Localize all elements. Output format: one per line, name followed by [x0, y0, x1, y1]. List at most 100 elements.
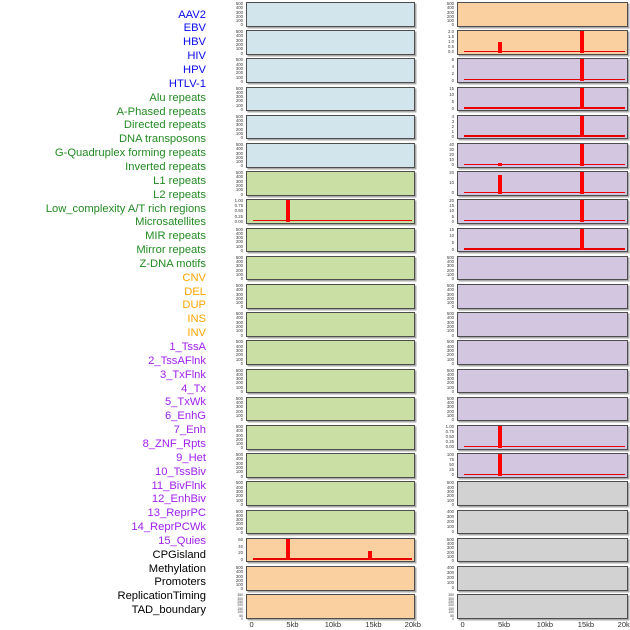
panel-directed-repeats: [245, 227, 415, 253]
x-tick-label: 20kb: [404, 620, 421, 629]
y-axis-ticks-cnv: 60 40 20 0: [206, 537, 243, 563]
y-tick-label: 300: [235, 37, 243, 43]
y-axis-ticks-replicationtiming: 400 300 200 100 0: [417, 565, 454, 591]
y-tick-label: 10: [449, 157, 454, 163]
y-axis-ticks-14-reprpcwk: 1.00 0.75 0.50 0.25 0.00: [417, 424, 454, 450]
panel-alu-repeats: [245, 171, 415, 196]
y-tick-label: 100: [235, 328, 243, 334]
signal-spike: [580, 115, 585, 138]
y-tick-label: 400: [235, 5, 243, 11]
y-tick-label: 300: [235, 376, 243, 382]
y-tick-label: 100: [235, 46, 243, 52]
signal-spike: [286, 200, 291, 222]
y-tick-label: 400: [235, 287, 243, 293]
y-tick-label: 200: [446, 324, 454, 330]
feature-label-2-tssaflnk: 2_TssAFlnk: [148, 354, 206, 367]
x-tick-label: 5kb: [497, 620, 511, 629]
y-tick-label: 100: [235, 582, 243, 588]
y-tick-label: 500: [446, 311, 454, 317]
feature-label-cnv: CNV: [182, 271, 206, 284]
y-tick-label: 100: [446, 497, 454, 503]
y-tick-label: 300: [446, 513, 454, 519]
signal-spike: [580, 172, 585, 194]
y-axis-ticks-15-quies: 100 75 50 25 0: [417, 452, 454, 478]
signal-spike: [580, 228, 585, 251]
y-axis-ticks-dup: 350 300 250 200 150 100 50 0: [206, 593, 243, 621]
y-tick-label: 300: [235, 404, 243, 410]
y-tick-label: 0: [240, 304, 243, 310]
y-tick-label: 0: [240, 530, 243, 536]
y-tick-label: 0: [451, 162, 454, 168]
feature-label-cpgisland: CPGisland: [152, 548, 206, 561]
y-tick-label: 0: [451, 22, 454, 28]
panel-low-complexity-a-t-rich-regions: [245, 396, 415, 422]
y-tick-label: 0: [240, 107, 243, 113]
y-tick-label: 0: [240, 586, 243, 592]
feature-label-hbv: HBV: [182, 36, 206, 49]
feature-label-7-enh: 7_Enh: [173, 424, 206, 437]
y-tick-label: 400: [235, 400, 243, 406]
panel-5-txwk: [456, 171, 628, 196]
y-tick-label: 200: [235, 98, 243, 104]
y-tick-label: 200: [235, 380, 243, 386]
y-tick-label: 100: [235, 469, 243, 475]
feature-label-tad-boundary: TAD_boundary: [131, 604, 206, 617]
y-tick-label: 300: [446, 570, 454, 576]
y-tick-label: 100: [448, 610, 454, 615]
y-tick-label: 150: [237, 606, 243, 611]
panel-aav2: [245, 2, 415, 27]
y-tick-label: 400: [446, 259, 454, 265]
y-tick-label: 300: [446, 347, 454, 353]
panel-mir-repeats: [245, 453, 415, 478]
panel-dna-transposons: [245, 255, 415, 281]
y-tick-label: 10: [449, 92, 454, 98]
panel-replicationtiming: [456, 566, 628, 591]
signal-spike: [497, 41, 502, 53]
y-tick-label: 400: [235, 371, 243, 377]
y-tick-label: 200: [235, 465, 243, 471]
y-tick-label: 100: [446, 18, 454, 24]
feature-label-8-znf-rpts: 8_ZNF_Rpts: [142, 437, 206, 450]
x-tick-label: 5kb: [286, 620, 299, 629]
feature-label-ins: INS: [187, 313, 206, 326]
panel-promoters: [456, 537, 628, 563]
y-tick-label: 0: [451, 276, 454, 282]
x-tick-label: 10kb: [536, 620, 554, 629]
signal-spike: [497, 162, 502, 166]
y-tick-label: 200: [446, 549, 454, 555]
feature-label-mirror-repeats: Mirror repeats: [136, 244, 206, 257]
y-tick-label: 20: [449, 170, 454, 176]
y-tick-label: 400: [235, 484, 243, 490]
y-tick-label: 4: [451, 64, 454, 70]
panel-15-quies: [456, 453, 628, 478]
feature-label-z-dna-motifs: Z-DNA motifs: [139, 257, 206, 270]
y-axis-ticks-promoters: 500 400 300 200 100 0: [417, 537, 454, 563]
y-tick-label: 2: [451, 70, 454, 76]
y-axis-ticks-directed-repeats: 500 400 300 200 100 0: [206, 227, 243, 253]
y-tick-label: 300: [235, 291, 243, 297]
y-tick-label: 0: [452, 617, 454, 622]
panel-6-enhg: [456, 199, 628, 224]
y-tick-label: 200: [446, 518, 454, 524]
signal-baseline: [463, 107, 625, 109]
y-tick-label: 0: [451, 332, 454, 338]
panel-tad-boundary: [456, 594, 628, 619]
y-tick-label: 200: [235, 493, 243, 499]
y-tick-label: 0: [240, 445, 243, 451]
y-tick-label: 400: [235, 343, 243, 349]
signal-baseline: [463, 445, 625, 447]
y-tick-label: 400: [235, 33, 243, 39]
y-tick-label: 500: [446, 395, 454, 401]
feature-label-microsatellites: Microsatellites: [135, 216, 206, 229]
y-axis-ticks-4-tx: 40 30 20 10 0: [417, 142, 454, 168]
y-axis-ticks-7-enh: 15 10 5 0: [417, 227, 454, 253]
y-tick-label: 100: [235, 102, 243, 108]
y-tick-label: 300: [235, 65, 243, 71]
y-tick-label: 100: [235, 412, 243, 418]
signal-spike: [286, 538, 291, 561]
y-tick-label: 200: [446, 352, 454, 358]
y-tick-label: 10: [449, 180, 454, 186]
y-tick-label: 1.0: [448, 39, 454, 45]
y-axis-ticks-z-dna-motifs: 500 400 300 200 100 0: [206, 509, 243, 536]
panel-del: [245, 566, 415, 591]
